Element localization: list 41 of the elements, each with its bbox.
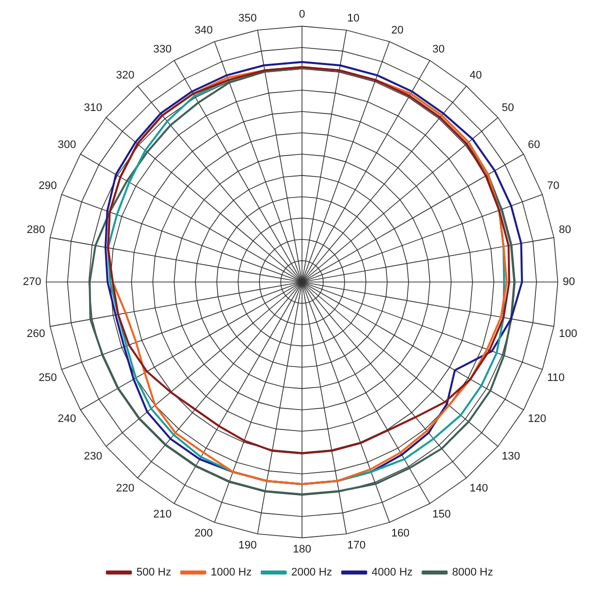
spoke-label: 30 (432, 44, 445, 56)
spoke-label: 250 (38, 372, 57, 384)
spoke-label: 120 (528, 413, 546, 426)
spoke-label: 10 (347, 12, 360, 25)
spoke-label: 290 (38, 180, 57, 192)
legend-label: 4000 Hz (372, 566, 413, 579)
spoke-label: 180 (292, 543, 312, 556)
spoke-label: 170 (347, 539, 366, 552)
spoke-label: 340 (194, 24, 213, 36)
spoke-label: 160 (391, 528, 410, 540)
spoke-label: 240 (58, 413, 76, 426)
spoke-label: 300 (58, 139, 76, 152)
spoke-label: 0 (298, 8, 306, 21)
spoke-label: 60 (528, 139, 540, 152)
spoke-label: 90 (562, 276, 576, 288)
legend-label: 8000 Hz (452, 566, 494, 579)
spoke-label: 110 (547, 372, 565, 384)
legend-label: 1000 Hz (210, 566, 252, 579)
spoke-label: 230 (84, 450, 102, 462)
spoke-label: 310 (84, 102, 102, 114)
spoke-label: 320 (116, 70, 134, 82)
spoke-label: 150 (432, 508, 451, 520)
spoke-label: 20 (391, 24, 404, 36)
spoke-label: 140 (470, 482, 488, 494)
spoke-label: 270 (22, 276, 42, 288)
spoke-label: 130 (502, 450, 520, 462)
spoke-label: 260 (26, 328, 46, 340)
spoke-label: 350 (238, 12, 257, 25)
spoke-label: 200 (194, 528, 213, 540)
spoke-label: 40 (470, 70, 482, 82)
legend-label: 500 Hz (136, 566, 172, 579)
spoke-label: 330 (153, 44, 172, 56)
spoke-label: 190 (238, 539, 257, 552)
spoke-label: 210 (153, 508, 172, 520)
spoke-label: 80 (558, 224, 572, 236)
spoke-label: 220 (116, 482, 134, 494)
spoke-label: 100 (558, 328, 578, 340)
legend-label: 2000 Hz (291, 566, 332, 579)
spoke-label: 50 (502, 102, 514, 114)
spoke-label: 70 (547, 180, 560, 192)
spoke-label: 280 (26, 224, 46, 236)
